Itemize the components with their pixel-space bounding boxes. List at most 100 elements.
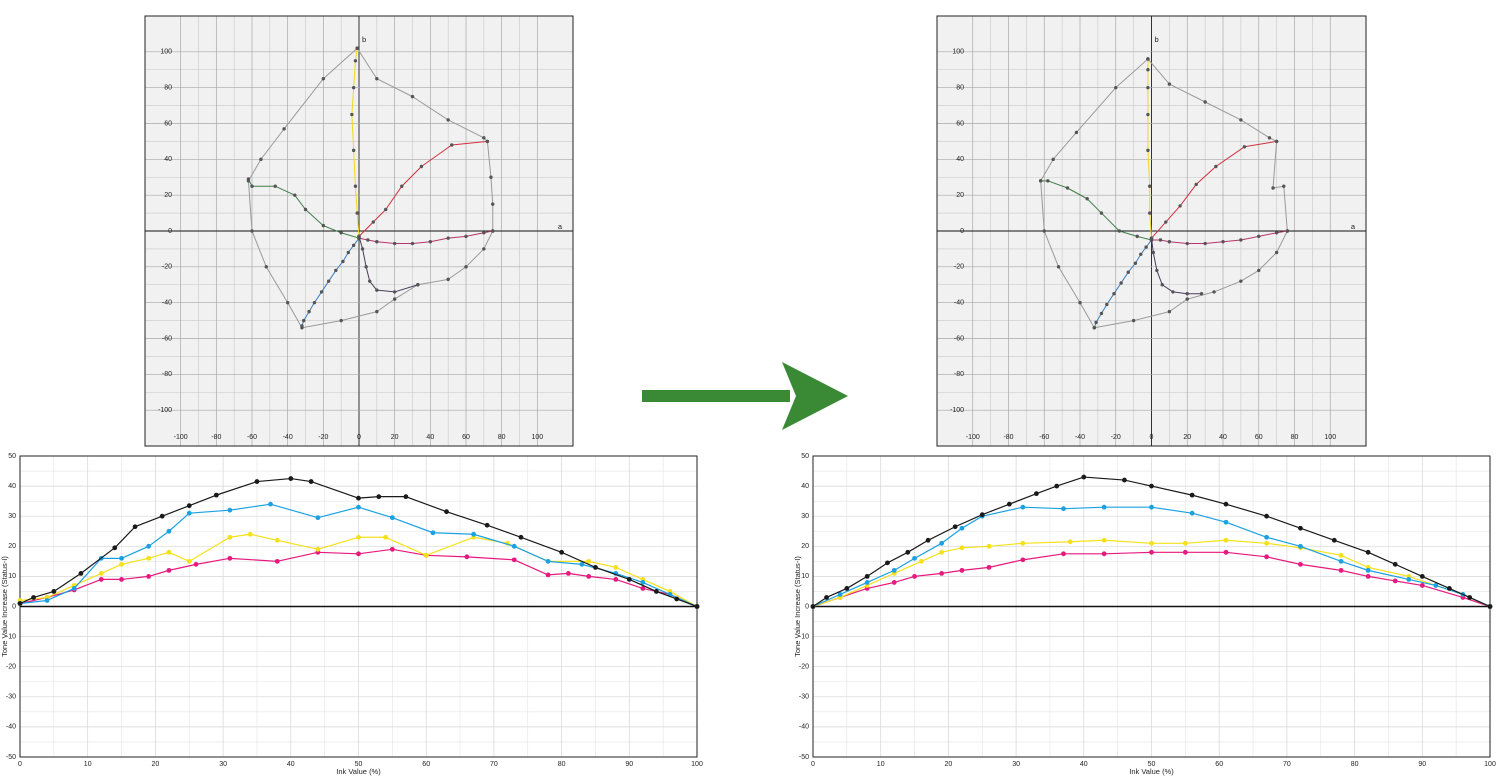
data-point [383, 534, 388, 540]
data-point [274, 558, 280, 564]
data-point [1101, 551, 1107, 557]
data-point [1223, 537, 1229, 543]
data-point [302, 318, 306, 323]
x-tick-label: 30 [219, 761, 227, 768]
series-line [812, 476, 1491, 608]
data-point [1065, 186, 1070, 190]
y-tick-label: 40 [956, 156, 964, 163]
data-point [1212, 290, 1216, 294]
data-point [400, 184, 404, 188]
data-point [489, 175, 493, 179]
y-tick-label: -40 [954, 300, 964, 307]
data-point [300, 324, 304, 328]
data-point [1199, 292, 1204, 296]
data-point [1221, 240, 1225, 244]
data-point [1264, 534, 1269, 540]
data-point [511, 543, 517, 549]
data-point [119, 561, 124, 567]
data-point [464, 234, 468, 239]
data-point [1189, 510, 1195, 516]
data-point [119, 577, 124, 582]
data-point [339, 231, 343, 235]
data-point [484, 522, 490, 528]
data-point [1119, 281, 1123, 285]
data-point [351, 243, 356, 248]
data-point [640, 586, 646, 591]
data-point [1298, 525, 1303, 531]
x-tick-label: 80 [1351, 761, 1359, 768]
data-point [1051, 157, 1055, 162]
data-point [1171, 290, 1175, 294]
data-point [375, 309, 379, 314]
data-point [1146, 68, 1150, 72]
data-point [364, 265, 368, 269]
data-point [1223, 549, 1229, 555]
arrow-shaft [642, 390, 790, 402]
x-tick-label: 20 [391, 434, 399, 441]
data-point [1223, 501, 1229, 507]
data-point [1285, 229, 1290, 233]
data-point [1099, 211, 1104, 215]
data-point [1094, 320, 1098, 325]
data-point [952, 524, 958, 530]
data-point [247, 531, 253, 537]
y-tick-label: 40 [164, 156, 172, 163]
data-point [925, 537, 931, 543]
data-point [346, 250, 350, 255]
x-tick-label: 60 [1215, 761, 1223, 768]
data-point [674, 596, 680, 602]
x-tick-label: 50 [1148, 761, 1156, 768]
data-point [98, 570, 104, 576]
data-point [315, 546, 321, 552]
chart: 0 10 20 30 40 50 60 70 80 90 100 -50 -40 -30 -20 -10 0 10… [0, 453, 703, 776]
data-point [366, 238, 370, 242]
data-point [1178, 204, 1182, 208]
data-point [288, 476, 294, 481]
data-point [1274, 231, 1279, 235]
data-point [1085, 197, 1089, 201]
data-point [824, 595, 829, 600]
y-tick-label: -50 [6, 754, 16, 761]
data-point [939, 549, 945, 555]
data-point [1101, 504, 1107, 510]
data-point [545, 558, 551, 564]
data-point [1092, 326, 1097, 330]
y-tick-label: -50 [799, 754, 809, 761]
data-point [482, 231, 486, 235]
data-point [1112, 292, 1116, 296]
data-point [146, 543, 152, 549]
data-point [1282, 184, 1286, 188]
x-tick-label: 30 [1012, 761, 1020, 768]
data-point [1105, 302, 1109, 307]
data-point [1034, 491, 1039, 497]
data-point [959, 525, 965, 531]
data-point [186, 558, 192, 564]
data-point [1365, 567, 1371, 573]
data-point [1338, 552, 1344, 558]
y-tick-label: -100 [950, 407, 964, 414]
data-point [891, 580, 897, 585]
data-point [353, 59, 358, 63]
data-point [1264, 513, 1269, 519]
data-point [1117, 229, 1122, 233]
data-point [119, 555, 124, 561]
data-point [341, 259, 345, 264]
data-point [98, 577, 104, 582]
y-tick-label: 20 [956, 192, 964, 199]
data-point [1185, 241, 1189, 246]
data-point [250, 229, 254, 233]
data-point [1061, 551, 1066, 557]
y-tick-label: -20 [6, 664, 16, 671]
data-point [545, 572, 551, 578]
x-axis-label: Ink Value (%) [1129, 767, 1174, 776]
data-point [351, 148, 356, 153]
series-line [1147, 59, 1152, 239]
data-point [227, 507, 233, 513]
data-point [559, 549, 564, 555]
data-point [446, 118, 450, 122]
x-tick-label: 20 [1183, 434, 1191, 441]
data-point [1149, 504, 1154, 510]
y-tick-label: -30 [6, 694, 16, 701]
series-line [1151, 230, 1288, 245]
data-point [392, 297, 397, 301]
